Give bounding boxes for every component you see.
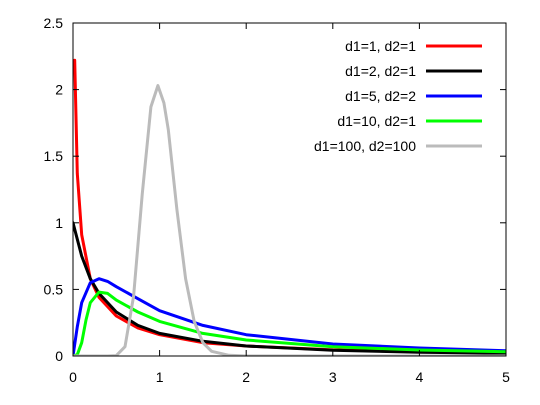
y-tick-label: 2.5 (44, 15, 64, 31)
x-tick-label: 5 (502, 369, 510, 385)
y-tick-label: 0 (55, 348, 63, 364)
y-tick-label: 1 (55, 215, 63, 231)
series-line-1 (73, 221, 506, 355)
legend-label-4: d1=100, d2=100 (314, 138, 416, 154)
y-tick-label: 0.5 (44, 281, 64, 297)
legend-label-2: d1=5, d2=2 (345, 88, 416, 104)
x-tick-label: 3 (329, 369, 337, 385)
plot-frame (72, 22, 507, 357)
y-tick-label: 1.5 (44, 148, 64, 164)
legend-label-0: d1=1, d2=1 (345, 38, 416, 54)
series-line-3 (73, 290, 506, 356)
x-tick-label: 1 (156, 369, 164, 385)
legend-label-1: d1=2, d2=1 (345, 63, 416, 79)
legend: d1=1, d2=1 d1=2, d2=1 d1=5, d2=2 d1=10, d2=… (314, 38, 482, 154)
x-tick-label: 4 (416, 369, 424, 385)
series-line-4 (73, 84, 506, 356)
y-tick-label: 2 (55, 82, 63, 98)
x-tick-label: 2 (242, 369, 250, 385)
legend-label-3: d1=10, d2=1 (337, 113, 416, 129)
series-line-2 (73, 277, 506, 356)
plot-area (73, 58, 506, 356)
axes: 0 1 2 3 4 5 0 0.5 1 1.5 2 2.5 (44, 15, 511, 385)
x-tick-label: 0 (69, 369, 77, 385)
